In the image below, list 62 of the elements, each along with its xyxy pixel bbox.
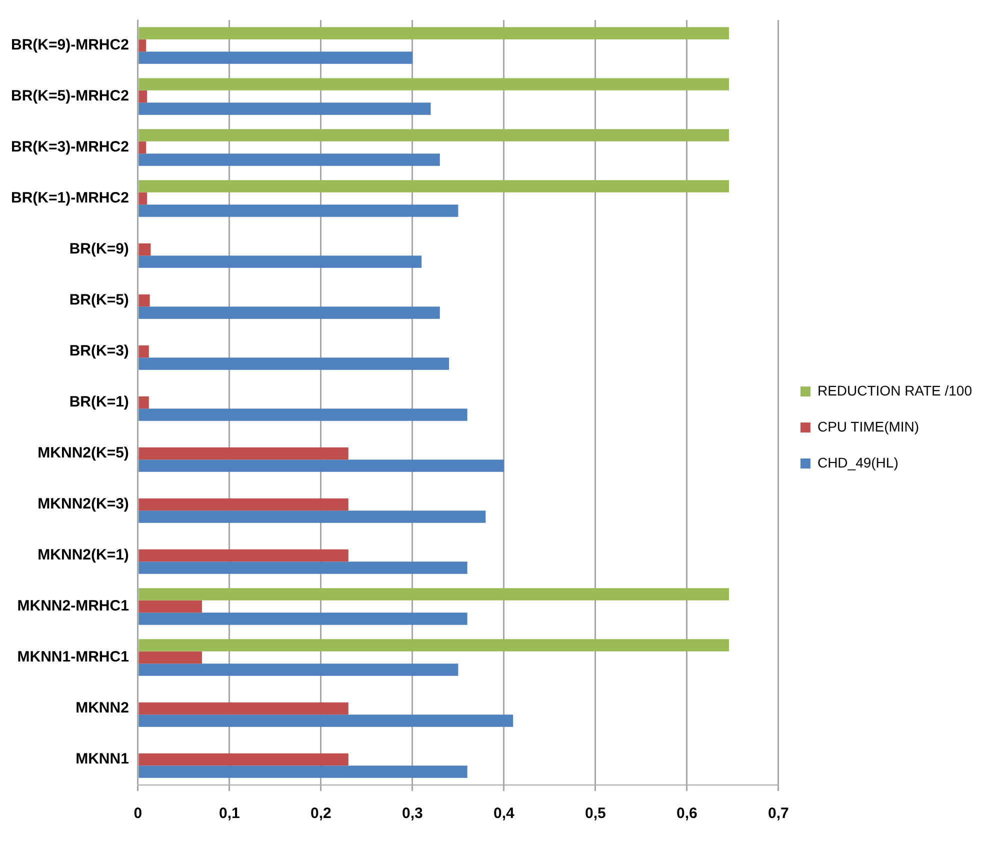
bar (138, 39, 146, 52)
bar (138, 714, 514, 727)
bar (138, 90, 148, 103)
legend-label: REDUCTION RATE /100 (817, 382, 972, 398)
bar (138, 358, 450, 370)
bar (138, 102, 431, 115)
y-tick-label: MKNN2 (76, 700, 129, 717)
y-tick-label: MKNN2(K=5) (38, 444, 129, 462)
y-tick-label: BR(K=3)-MRHC2 (11, 138, 129, 156)
bar (138, 141, 146, 154)
y-tick-label: MKNN1 (76, 750, 129, 768)
y-tick-label: MKNN1-MRHC1 (17, 648, 129, 666)
bar (138, 192, 148, 205)
y-tick-label: BR(K=5)-MRHC2 (11, 88, 129, 105)
bar (138, 549, 348, 562)
bar (138, 753, 348, 766)
bar (138, 294, 150, 307)
bar (138, 243, 151, 256)
bar (138, 396, 149, 409)
y-tick-label: BR(K=3) (69, 342, 129, 360)
bar (138, 510, 486, 523)
legend-label: CHD_49(HL) (817, 454, 898, 470)
y-tick-label: BR(K=9)-MRHC2 (11, 36, 129, 54)
bar (138, 345, 149, 358)
y-tick-label: MKNN2-MRHC1 (17, 598, 129, 615)
bar (138, 52, 412, 64)
bar (138, 651, 202, 664)
bar (138, 27, 730, 40)
x-tick-label: 0,6 (676, 805, 698, 822)
bar (138, 766, 468, 778)
bar (138, 78, 730, 90)
y-tick-label: BR(K=1)-MRHC2 (11, 190, 129, 207)
y-tick-label: BR(K=5) (69, 292, 129, 309)
bar (138, 460, 504, 472)
x-tick-label: 0,1 (218, 805, 240, 822)
bar (138, 664, 458, 676)
bar (138, 702, 348, 715)
x-tick-label: 0,2 (310, 805, 332, 822)
y-tick-label: BR(K=1) (69, 394, 129, 411)
bar (138, 612, 468, 625)
bar (138, 306, 440, 319)
bar (138, 498, 348, 511)
bar (138, 129, 730, 142)
y-tick-label: MKNN2(K=3) (38, 496, 129, 513)
legend-label: CPU TIME(MIN) (817, 418, 920, 434)
bar (138, 562, 468, 574)
x-tick-label: 0,7 (768, 805, 789, 822)
x-tick-label: 0 (134, 805, 142, 822)
bar (138, 639, 730, 652)
bar (138, 588, 730, 600)
bar (138, 180, 730, 192)
bar (138, 256, 422, 268)
y-tick-label: BR(K=9) (69, 240, 129, 258)
bar (138, 154, 440, 166)
y-tick-label: MKNN2(K=1) (38, 546, 129, 564)
bar (138, 600, 202, 613)
x-tick-label: 0,4 (494, 805, 516, 822)
bar (138, 447, 348, 460)
x-tick-label: 0,3 (402, 805, 423, 822)
x-tick-label: 0,5 (585, 805, 606, 822)
bar (138, 408, 468, 421)
bar (138, 204, 458, 217)
